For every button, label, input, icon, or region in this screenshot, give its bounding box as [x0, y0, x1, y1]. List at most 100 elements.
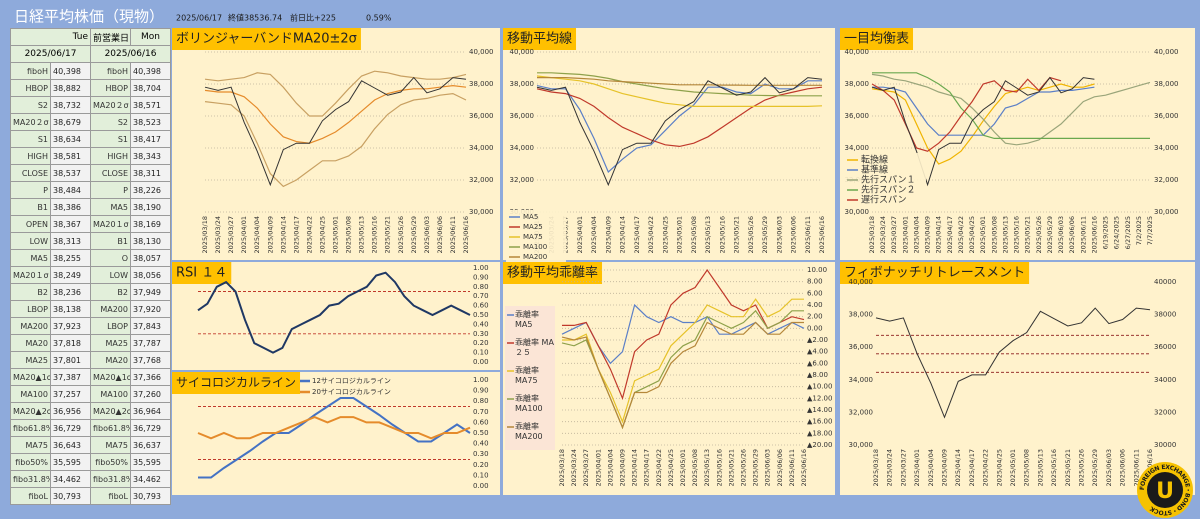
value-cell: 34,462: [50, 470, 91, 488]
x-tick-label: 6/24/2025: [1113, 216, 1121, 249]
x-tick-label: 2025/05/08: [345, 216, 353, 253]
price-line: [204, 76, 467, 187]
x-tick-label: 2025/06/03: [1105, 449, 1113, 486]
y-tick-label: 32,000: [849, 408, 874, 416]
x-tick-label: 2025/06/11: [1079, 216, 1087, 253]
label-cell: fibo31.8%: [90, 470, 131, 488]
value-cell: 38,130: [130, 232, 171, 250]
series-line: [872, 72, 1150, 139]
table-row: S1 38,634 S1 38,417: [10, 130, 171, 148]
value-cell: 38,057: [130, 249, 171, 267]
y-tick-label: 0.80: [473, 283, 489, 291]
label-cell: S1: [90, 130, 131, 148]
x-tick-label: 2025/06/03: [1057, 216, 1065, 253]
table-row: MA75 36,643 MA75 36,637: [10, 436, 171, 454]
label-cell: fibo61.8%: [90, 419, 131, 437]
table-row: fiboL 30,793 fiboL 30,793: [10, 487, 171, 505]
label-cell: fiboL: [10, 487, 51, 505]
series-line: [562, 268, 805, 401]
x-tick-label: 2025/04/04: [912, 216, 920, 253]
x-tick-label: 2025/06/06: [1119, 449, 1127, 486]
x-tick-label: 2025/05/13: [358, 216, 366, 253]
label-cell: S2: [10, 96, 51, 114]
label-cell: OPEN: [10, 215, 51, 233]
label-cell: MA100: [10, 385, 51, 403]
chart-title: RSI １４: [176, 266, 227, 281]
x-tick-label: 2025/04/22: [305, 216, 313, 253]
logo: FOREIGN EXCHANGE・BOND・STOCK U: [1137, 462, 1193, 518]
x-tick-label: 2025/06/16: [800, 449, 808, 486]
price-table: Tue 前営業日 Mon 2025/06/17 2025/06/16 fiboH 40,39…: [10, 28, 171, 505]
series-line: [204, 92, 467, 188]
title-box: [840, 28, 914, 50]
y-tick-label: ▲12.00: [807, 394, 832, 402]
head-cell: 2025/06/16: [90, 45, 171, 63]
legend-label: 先行スパン２: [861, 184, 915, 196]
x-tick-label: 2025/05/01: [979, 216, 987, 253]
y-tick-label: 32,000: [510, 176, 535, 184]
y-tick-label: 30,000: [469, 208, 494, 216]
x-tick-label: 2025/05/26: [397, 216, 405, 253]
y-tick-label: ▲8.00: [807, 371, 828, 379]
label-cell: fiboH: [10, 62, 51, 80]
y-tick-label: 0.40: [473, 320, 489, 328]
x-tick-label: 2025/04/17: [968, 449, 976, 486]
x-tick-label: 2025/04/25: [667, 449, 675, 486]
x-tick-label: 2025/03/27: [227, 216, 235, 253]
table-row: fibo31.8% 34,462 fibo31.8% 34,462: [10, 470, 171, 488]
chart-title: 移動平均線: [507, 31, 572, 47]
x-tick-label: 6/19/2025: [1102, 216, 1110, 249]
y-tick-label: 38,000: [469, 80, 494, 88]
legend-label: MA75: [523, 233, 543, 241]
chart-title: 一目均衡表: [844, 32, 909, 47]
value-cell: 38,523: [130, 113, 171, 131]
label-cell: LOW: [10, 232, 51, 250]
legend-label: 乖離率 MA5: [515, 310, 539, 329]
x-tick-label: 2025/04/01: [240, 216, 248, 253]
legend-label: 乖離率 MA75: [515, 366, 539, 385]
x-tick-label: 2025/06/06: [1068, 216, 1076, 253]
panel: [503, 262, 835, 495]
y-tick-label: 0.90: [473, 273, 489, 281]
x-tick-label: 2025/04/01: [576, 216, 584, 253]
x-tick-label: 2025/06/06: [790, 216, 798, 253]
value-cell: 37,920: [130, 300, 171, 318]
x-tick-label: 2025/05/21: [384, 216, 392, 253]
x-tick-label: 2025/04/14: [954, 449, 962, 486]
y-tick-label: 0.50: [473, 429, 489, 437]
table-row: HBOP 38,882 HBOP 38,704: [10, 79, 171, 97]
x-tick-label: 2025/04/25: [661, 216, 669, 253]
legend-label: 乖離率 MA100: [515, 394, 543, 413]
y-tick-label: 0.10: [473, 471, 489, 479]
label-cell: CLOSE: [10, 164, 51, 182]
label-cell: MA75: [10, 436, 51, 454]
x-tick-label: 2025/06/11: [1132, 449, 1140, 486]
label-cell: MA20２σ: [90, 96, 131, 114]
x-tick-label: 2025/04/14: [619, 216, 627, 253]
x-tick-label: 2025/04/01: [594, 449, 602, 486]
value-cell: 37,768: [130, 351, 171, 369]
head-cell: Tue: [10, 28, 91, 46]
x-tick-label: 2025/06/16: [818, 216, 826, 253]
header-change: 前日比+225: [290, 13, 336, 23]
y2-tick-label: 32000: [1154, 408, 1176, 416]
value-cell: 37,257: [50, 385, 91, 403]
value-cell: 37,387: [50, 368, 91, 386]
y-tick-label: 30,000: [845, 208, 870, 216]
x-tick-label: 2025/04/22: [655, 449, 663, 486]
x-tick-label: 2025/03/27: [899, 449, 907, 486]
header-pct: 0.59%: [366, 14, 392, 23]
x-tick-label: 2025/05/16: [715, 449, 723, 486]
x-tick-label: 2025/04/14: [631, 449, 639, 486]
label-cell: fiboH: [90, 62, 131, 80]
x-tick-label: 2025/04/25: [995, 449, 1003, 486]
y-tick-label: 4.00: [807, 301, 823, 309]
x-tick-label: 2025/04/04: [927, 449, 935, 486]
x-tick-label: 2025/06/11: [804, 216, 812, 253]
value-cell: 37,260: [130, 385, 171, 403]
x-tick-label: 2025/05/16: [718, 216, 726, 253]
table-row: P 38,484 P 38,226: [10, 181, 171, 199]
x-tick-label: 2025/03/27: [890, 216, 898, 253]
value-cell: 38,386: [50, 198, 91, 216]
x-tick-label: 2025/03/18: [201, 216, 209, 253]
